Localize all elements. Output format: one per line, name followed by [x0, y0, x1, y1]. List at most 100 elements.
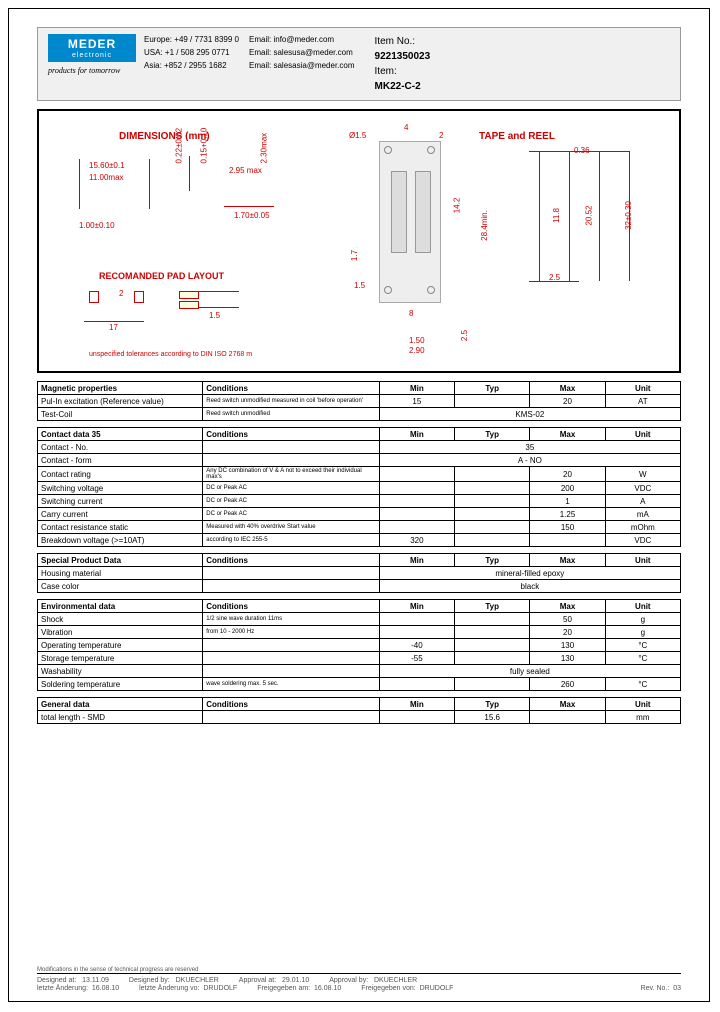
row-typ: [455, 652, 530, 665]
row-typ: [455, 495, 530, 508]
row-max: 1: [530, 495, 605, 508]
usa-phone: +1 / 508 295 0771: [165, 48, 230, 57]
designed-at: 13.11.09: [82, 977, 109, 984]
row-typ: [455, 508, 530, 521]
email1: info@meder.com: [273, 35, 334, 44]
row-unit: g: [605, 613, 680, 626]
table-header: Min: [379, 382, 454, 395]
change-by: DRUDOLF: [203, 985, 237, 992]
table-header: Min: [379, 428, 454, 441]
row-label: Contact - form: [38, 454, 203, 467]
row-min: 15: [379, 395, 454, 408]
row-condition: 1/2 sine wave duration 11ms: [203, 613, 379, 626]
row-max: 130: [530, 652, 605, 665]
table-header: Unit: [605, 382, 680, 395]
table-header: Typ: [455, 428, 530, 441]
dim-d10: 2: [119, 289, 123, 298]
table-header: Conditions: [203, 600, 379, 613]
data-table: General dataConditionsMinTypMaxUnittotal…: [37, 697, 681, 724]
logo-section: MEDER electronic products for tomorrow: [48, 34, 136, 94]
dim-d1: 15.60±0.1: [89, 161, 125, 170]
row-unit: °C: [605, 652, 680, 665]
row-typ: [455, 395, 530, 408]
tape-reel-title: TAPE and REEL: [479, 131, 555, 142]
row-max: 260: [530, 678, 605, 691]
table-row: Switching currentDC or Peak AC1A: [38, 495, 681, 508]
table-header: Unit: [605, 428, 680, 441]
item-label: Item:: [375, 64, 431, 79]
row-max: 50: [530, 613, 605, 626]
asia-label: Asia:: [144, 61, 162, 70]
table-header: Typ: [455, 698, 530, 711]
table-title: Contact data 35: [38, 428, 203, 441]
row-label: Storage temperature: [38, 652, 203, 665]
company-logo: MEDER: [48, 34, 136, 52]
row-condition: [203, 441, 379, 454]
table-header: Typ: [455, 554, 530, 567]
logo-subtitle: electronic: [48, 52, 136, 62]
table-row: Contact resistance staticMeasured with 4…: [38, 521, 681, 534]
dim-d6: 2.95 max: [229, 166, 262, 175]
dim-d7: 2.30max: [260, 133, 269, 164]
dim-t13: 1.50: [409, 336, 425, 345]
dim-t4: 14.2: [452, 198, 461, 214]
row-span-value: 35: [379, 441, 680, 454]
row-unit: mm: [605, 711, 680, 724]
row-label: Operating temperature: [38, 639, 203, 652]
table-header: Max: [530, 600, 605, 613]
table-row: Test-CoilReed switch unmodifiedKMS-02: [38, 408, 681, 421]
email3-label: Email:: [249, 61, 271, 70]
row-condition: [203, 711, 379, 724]
row-condition: DC or Peak AC: [203, 482, 379, 495]
row-unit: W: [605, 467, 680, 482]
usa-label: USA:: [144, 48, 163, 57]
table-header: Unit: [605, 600, 680, 613]
row-min: [379, 678, 454, 691]
row-span-value: fully sealed: [379, 665, 680, 678]
dim-t2: 2: [439, 131, 443, 140]
designed-by: DKUECHLER: [176, 977, 219, 984]
table-row: Operating temperature-40130°C: [38, 639, 681, 652]
row-condition: [203, 639, 379, 652]
dim-t10: 2.5: [549, 273, 560, 282]
table-row: Carry currentDC or Peak AC1.25mA: [38, 508, 681, 521]
row-condition: DC or Peak AC: [203, 495, 379, 508]
row-unit: g: [605, 626, 680, 639]
dim-t1: 4: [404, 123, 408, 132]
table-header: Min: [379, 554, 454, 567]
approval-at: 29.01.10: [282, 977, 309, 984]
data-table: Contact data 35ConditionsMinTypMaxUnitCo…: [37, 427, 681, 547]
europe-label: Europe:: [144, 35, 172, 44]
row-max: 20: [530, 626, 605, 639]
table-title: Environmental data: [38, 600, 203, 613]
row-condition: [203, 665, 379, 678]
row-typ: [455, 613, 530, 626]
row-typ: [455, 678, 530, 691]
row-min: -55: [379, 652, 454, 665]
table-row: Washabilityfully sealed: [38, 665, 681, 678]
approval-by-label: Approval by:: [329, 977, 368, 984]
dim-t9: 32±0.30: [624, 201, 633, 230]
row-label: total length - SMD: [38, 711, 203, 724]
row-label: Vibration: [38, 626, 203, 639]
table-row: Storage temperature -55 130°C: [38, 652, 681, 665]
approval-at-label: Approval at:: [239, 977, 276, 984]
row-min: [379, 482, 454, 495]
row-min: [379, 495, 454, 508]
designed-at-label: Designed at:: [37, 977, 76, 984]
row-condition: Any DC combination of V & A not to excee…: [203, 467, 379, 482]
row-label: Housing material: [38, 567, 203, 580]
row-label: Pul-In excitation (Reference value): [38, 395, 203, 408]
row-max: 200: [530, 482, 605, 495]
table-row: total length - SMD15.6mm: [38, 711, 681, 724]
dim-t11: 1.5: [354, 281, 365, 290]
row-label: Contact rating: [38, 467, 203, 482]
technical-diagram: DIMENSIONS (mm) TAPE and REEL RECOMANDED…: [37, 109, 681, 373]
phone-column: Europe: +49 / 7731 8399 0 USA: +1 / 508 …: [144, 34, 239, 94]
row-unit: °C: [605, 678, 680, 691]
dim-t15: 2.5: [460, 330, 469, 341]
release-by-label: Freigegeben von:: [361, 985, 415, 992]
row-max: 20: [530, 395, 605, 408]
release-at: 16.08.10: [314, 985, 341, 992]
row-max: 130: [530, 639, 605, 652]
